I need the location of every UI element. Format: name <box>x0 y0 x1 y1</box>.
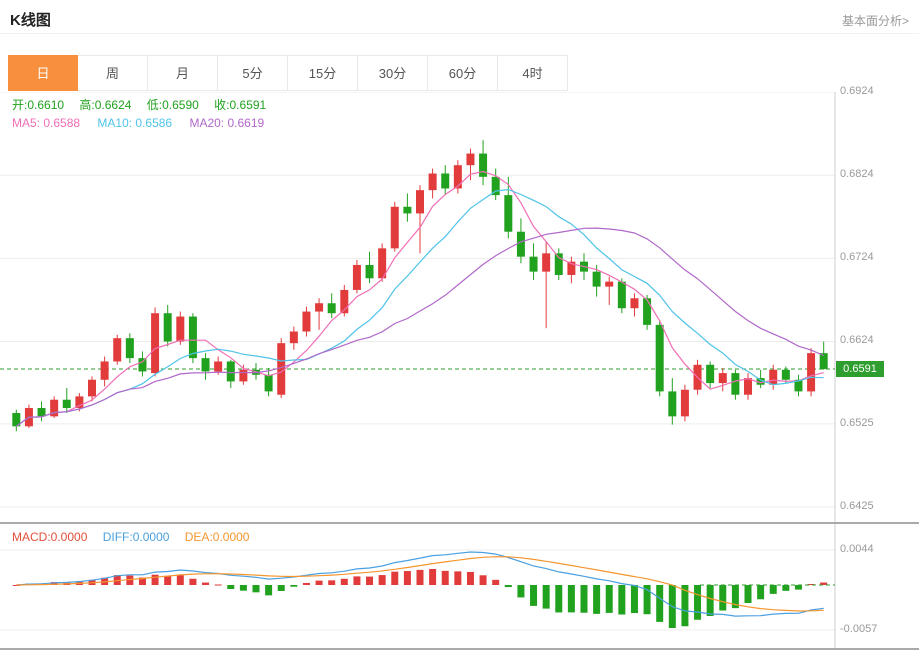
ma5-value: MA5: 0.6588 <box>12 116 81 130</box>
close-value: 收:0.6591 <box>214 98 267 112</box>
low-value: 低:0.6590 <box>146 98 199 112</box>
y-axis-label: 0.6624 <box>840 334 874 346</box>
y-axis-label: 0.6924 <box>840 85 874 97</box>
page-title: K线图 <box>10 12 51 29</box>
pane-divider <box>0 522 919 524</box>
macd-axis-label: 0.0044 <box>840 543 874 555</box>
current-price-tag: 0.6591 <box>836 361 884 377</box>
macd-lines <box>16 551 824 617</box>
open-value: 开:0.6610 <box>12 98 65 112</box>
tab-6[interactable]: 60分 <box>428 55 498 91</box>
chart-area: 开:0.6610 高:0.6624 低:0.6590 收:0.6591 MA5:… <box>0 85 919 655</box>
fundamental-analysis-link[interactable]: 基本面分析> <box>841 14 909 28</box>
tab-3[interactable]: 5分 <box>218 55 288 91</box>
tab-7[interactable]: 4时 <box>498 55 568 91</box>
ma20-value: MA20: 0.6619 <box>189 116 265 130</box>
ma-lines <box>15 170 824 427</box>
macd-value: MACD:0.0000 <box>12 530 88 544</box>
high-value: 高:0.6624 <box>79 98 132 112</box>
macd-legend: MACD:0.0000 DIFF:0.0000 DEA:0.0000 <box>12 530 261 544</box>
tab-0[interactable]: 日 <box>8 55 78 91</box>
y-axis-label: 0.6724 <box>840 251 874 263</box>
ma-legend: MA5: 0.6588 MA10: 0.6586 MA20: 0.6619 <box>12 116 278 130</box>
macd-histogram <box>12 569 828 628</box>
candles <box>12 140 828 432</box>
header: K线图 基本面分析> <box>0 0 919 34</box>
tab-1[interactable]: 周 <box>78 55 148 91</box>
y-axis-label: 0.6824 <box>840 168 874 180</box>
ma10-value: MA10: 0.6586 <box>97 116 173 130</box>
y-axis-label: 0.6425 <box>840 500 874 512</box>
bottom-border <box>0 648 919 650</box>
ohlc-legend: 开:0.6610 高:0.6624 低:0.6590 收:0.6591 <box>12 96 278 113</box>
timeframe-tabs: 日周月 5分 15分 30分 60分 4时 <box>8 55 568 91</box>
dea-value: DEA:0.0000 <box>184 530 250 544</box>
tab-2[interactable]: 月 <box>148 55 218 91</box>
y-axis-label: 0.6525 <box>840 417 874 429</box>
diff-value: DIFF:0.0000 <box>102 530 170 544</box>
gridlines <box>0 92 836 648</box>
tab-5[interactable]: 30分 <box>358 55 428 91</box>
tab-4[interactable]: 15分 <box>288 55 358 91</box>
macd-axis-label: -0.0057 <box>840 623 878 635</box>
chart-canvas[interactable] <box>0 92 919 655</box>
